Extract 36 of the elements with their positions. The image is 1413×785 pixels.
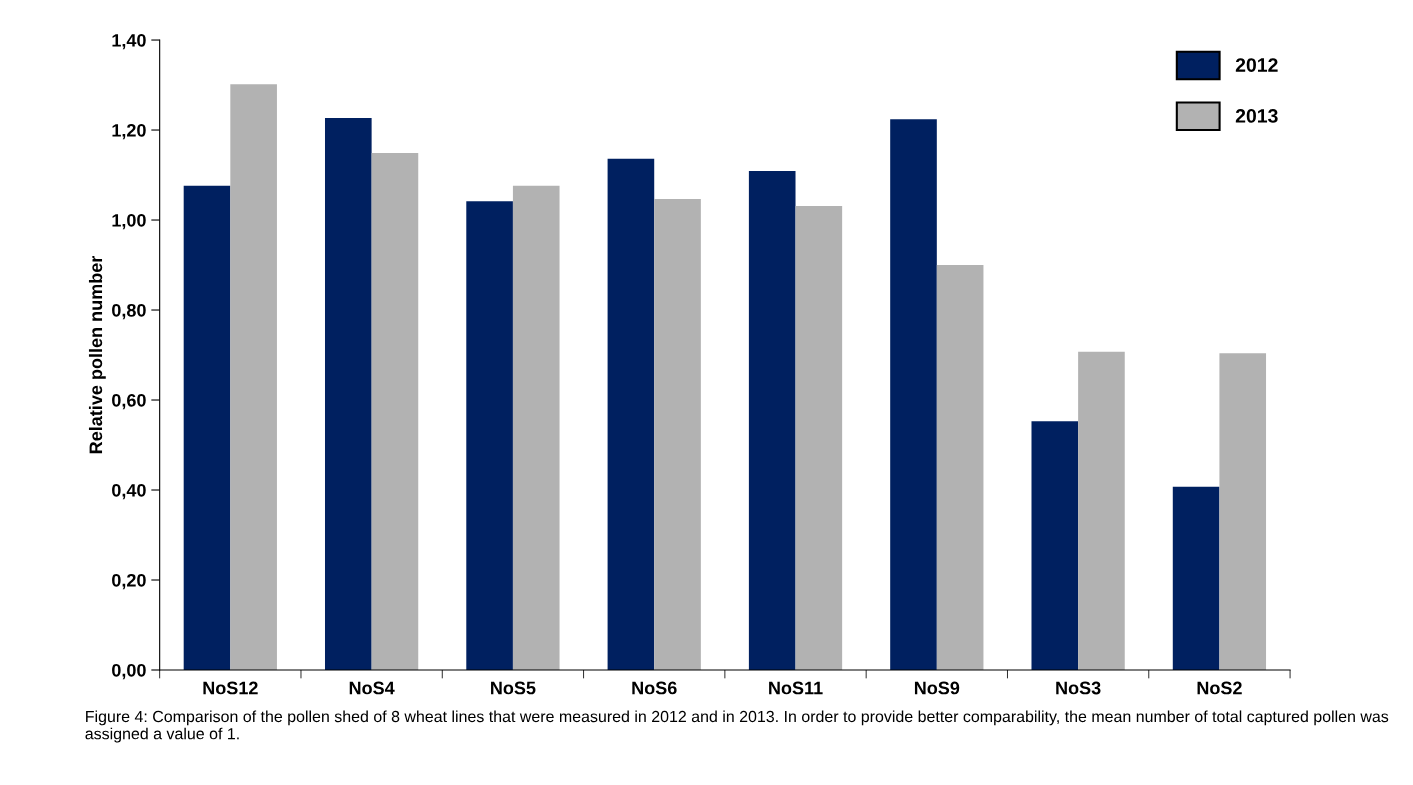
y-axis-title: Relative pollen number <box>88 255 106 454</box>
bar <box>230 84 277 670</box>
x-tick-label: NoS9 <box>914 681 960 695</box>
bar <box>795 206 843 670</box>
y-tick-label: 0,60 <box>112 393 146 410</box>
bar <box>324 117 372 670</box>
bar <box>466 201 513 670</box>
bar <box>1172 486 1220 670</box>
bar <box>890 119 937 670</box>
bar <box>183 185 231 670</box>
bar <box>512 185 560 670</box>
bar <box>371 152 419 670</box>
bar <box>1078 351 1125 670</box>
bar <box>936 265 984 670</box>
x-tick-label: NoS11 <box>769 681 823 695</box>
y-tick-label: 1,00 <box>112 213 146 230</box>
bar <box>748 170 796 670</box>
y-tick-label: 0,20 <box>112 573 146 590</box>
bar <box>607 158 655 670</box>
caption: Figure 4: Comparison of the pollen shed of 8 wheat lines that were measured in 2012 and in 2013. In order to provide better comparability, the mean number of total captured pollen was assigned a value of 1. <box>85 710 1389 743</box>
bar <box>654 198 701 670</box>
x-tick-label: NoS6 <box>632 681 677 695</box>
x-tick-label: NoS4 <box>349 681 395 695</box>
y-tick-label: 1,20 <box>112 123 146 140</box>
legend-label: 2013 <box>1235 109 1278 123</box>
x-tick-label: NoS5 <box>491 681 536 695</box>
bar <box>1031 421 1079 670</box>
legend-label: 2012 <box>1235 58 1278 72</box>
y-tick-label: 0,40 <box>112 483 146 500</box>
y-tick-label: 0,80 <box>112 303 146 320</box>
bar <box>1219 353 1267 670</box>
y-tick-label: 0,00 <box>112 663 146 680</box>
y-tick-label: 1,40 <box>112 33 146 50</box>
x-tick-label: NoS2 <box>1197 681 1242 695</box>
x-tick-label: NoS12 <box>203 681 258 695</box>
x-tick-label: NoS3 <box>1056 681 1101 695</box>
